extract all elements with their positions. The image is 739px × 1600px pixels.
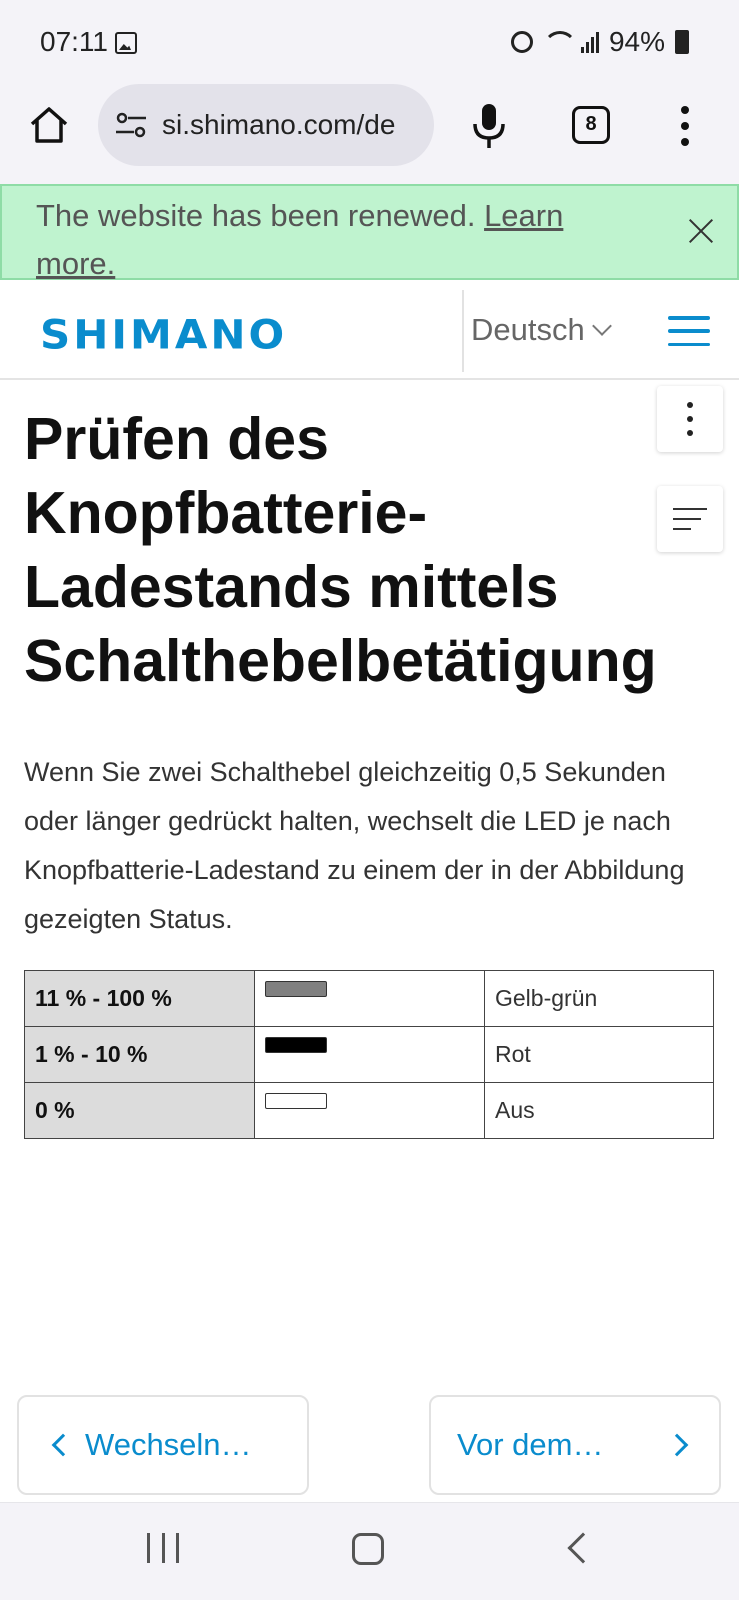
recent-apps-icon[interactable] (147, 1533, 179, 1563)
shimano-logo[interactable]: SHIMANO (40, 311, 288, 358)
banner-text: The website has been renewed. (36, 198, 485, 233)
wifi-icon (542, 31, 577, 53)
cell-signal-icon (580, 31, 599, 53)
led-cell (254, 1082, 485, 1139)
table-row: 1 % - 10 % Rot (24, 1026, 714, 1083)
led-indicator (265, 1093, 327, 1109)
color-cell: Gelb-grün (484, 970, 714, 1027)
microphone-icon[interactable] (470, 102, 508, 150)
battery-icon (675, 30, 689, 54)
level-cell: 0 % (24, 1082, 255, 1139)
url-text[interactable]: si.shimano.com/de (162, 109, 396, 140)
gallery-notification-icon (115, 32, 137, 54)
led-cell (254, 1026, 485, 1083)
dot-icon (687, 416, 693, 422)
previous-page-label: Wechseln… (85, 1427, 252, 1462)
color-cell: Aus (484, 1082, 714, 1139)
renewal-banner: The website has been renewed. Learn more… (0, 184, 739, 281)
color-cell: Rot (484, 1026, 714, 1083)
hamburger-menu-icon[interactable] (668, 316, 710, 346)
system-home-icon[interactable] (352, 1533, 384, 1565)
next-page-button[interactable]: Vor dem… (429, 1395, 721, 1495)
language-selector[interactable]: Deutsch (471, 312, 612, 348)
clock: 07:11 (40, 26, 108, 57)
table-of-contents-button[interactable] (657, 486, 723, 552)
site-settings-icon[interactable] (114, 111, 148, 139)
tab-switcher-button[interactable]: 8 (572, 106, 610, 144)
home-icon[interactable] (28, 104, 70, 146)
learn-more-link[interactable]: Learn more. (36, 198, 564, 281)
chevron-left-icon (51, 1433, 75, 1457)
intro-paragraph: Wenn Sie zwei Schalthebel gleichzeitig 0… (24, 757, 685, 934)
banner-message: The website has been renewed. Learn more… (36, 192, 636, 288)
address-bar[interactable]: si.shimano.com/de (98, 84, 434, 166)
led-cell (254, 970, 485, 1027)
next-page-label: Vor dem… (457, 1427, 604, 1462)
level-cell: 11 % - 100 % (24, 970, 255, 1027)
table-row: 0 % Aus (24, 1082, 714, 1139)
status-bar: 07:11 94% (0, 0, 739, 84)
alarm-icon (510, 31, 533, 53)
system-navigation-bar (0, 1502, 739, 1600)
dot-icon (687, 402, 693, 408)
close-icon[interactable] (688, 218, 714, 244)
battery-status-table: 11 % - 100 % Gelb-grün 1 % - 10 % Rot 0 … (24, 970, 714, 1139)
led-indicator (265, 981, 327, 997)
system-back-icon[interactable] (567, 1532, 599, 1564)
previous-page-button[interactable]: Wechseln… (17, 1395, 309, 1495)
browser-toolbar: si.shimano.com/de 8 (0, 84, 739, 184)
level-cell: 1 % - 10 % (24, 1026, 255, 1083)
chevron-down-icon (591, 316, 612, 336)
chevron-right-icon (665, 1433, 689, 1457)
language-label: Deutsch (471, 312, 585, 347)
browser-menu-icon[interactable] (680, 106, 690, 146)
site-header: SHIMANO Deutsch (0, 280, 739, 380)
header-divider (462, 290, 464, 372)
status-icons: 94% (510, 26, 689, 58)
table-row: 11 % - 100 % Gelb-grün (24, 970, 714, 1027)
page-title: Prüfen des Knopfbatterie-Ladestands mitt… (24, 406, 657, 694)
battery-percent: 94% (608, 26, 665, 57)
led-indicator (265, 1037, 327, 1053)
dot-icon (687, 430, 693, 436)
more-options-button[interactable] (657, 386, 723, 452)
